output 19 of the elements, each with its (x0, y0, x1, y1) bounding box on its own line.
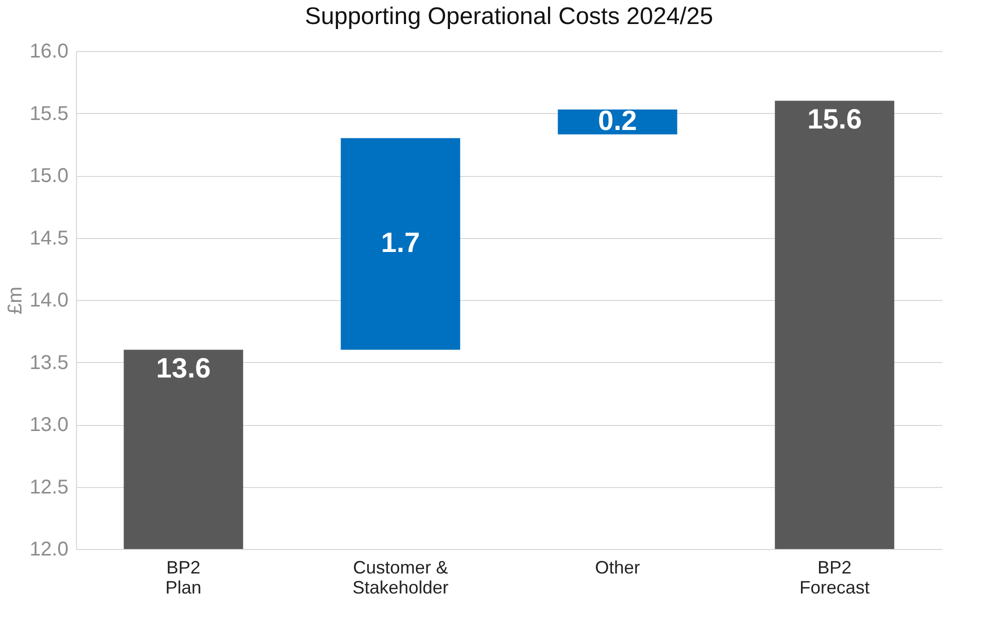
data-label: 0.2 (598, 104, 637, 136)
x-tick-label: Other (595, 558, 640, 578)
y-tick-label: 14.5 (30, 227, 68, 250)
y-tick-label: 14.0 (30, 290, 68, 312)
chart-title: Supporting Operational Costs 2024/25 (304, 3, 714, 30)
y-tick-label: 13.0 (30, 414, 68, 436)
data-label: 15.6 (807, 104, 862, 135)
data-label: 13.6 (156, 352, 211, 384)
y-tick-label: 12.5 (30, 476, 68, 498)
x-tick-label: BP2 Forecast (800, 558, 870, 598)
y-tick-label: 12.0 (30, 538, 68, 560)
data-label: 1.7 (381, 226, 420, 258)
y-tick-label: 15.0 (30, 165, 68, 187)
x-tick-label: Customer & Stakeholder (352, 558, 449, 598)
y-tick-label: 13.5 (30, 352, 68, 374)
y-tick-label: 16.0 (30, 40, 68, 62)
y-axis-title: £m (4, 286, 27, 314)
y-tick-label: 15.5 (30, 102, 68, 125)
x-tick-label: BP2 Plan (165, 558, 202, 598)
